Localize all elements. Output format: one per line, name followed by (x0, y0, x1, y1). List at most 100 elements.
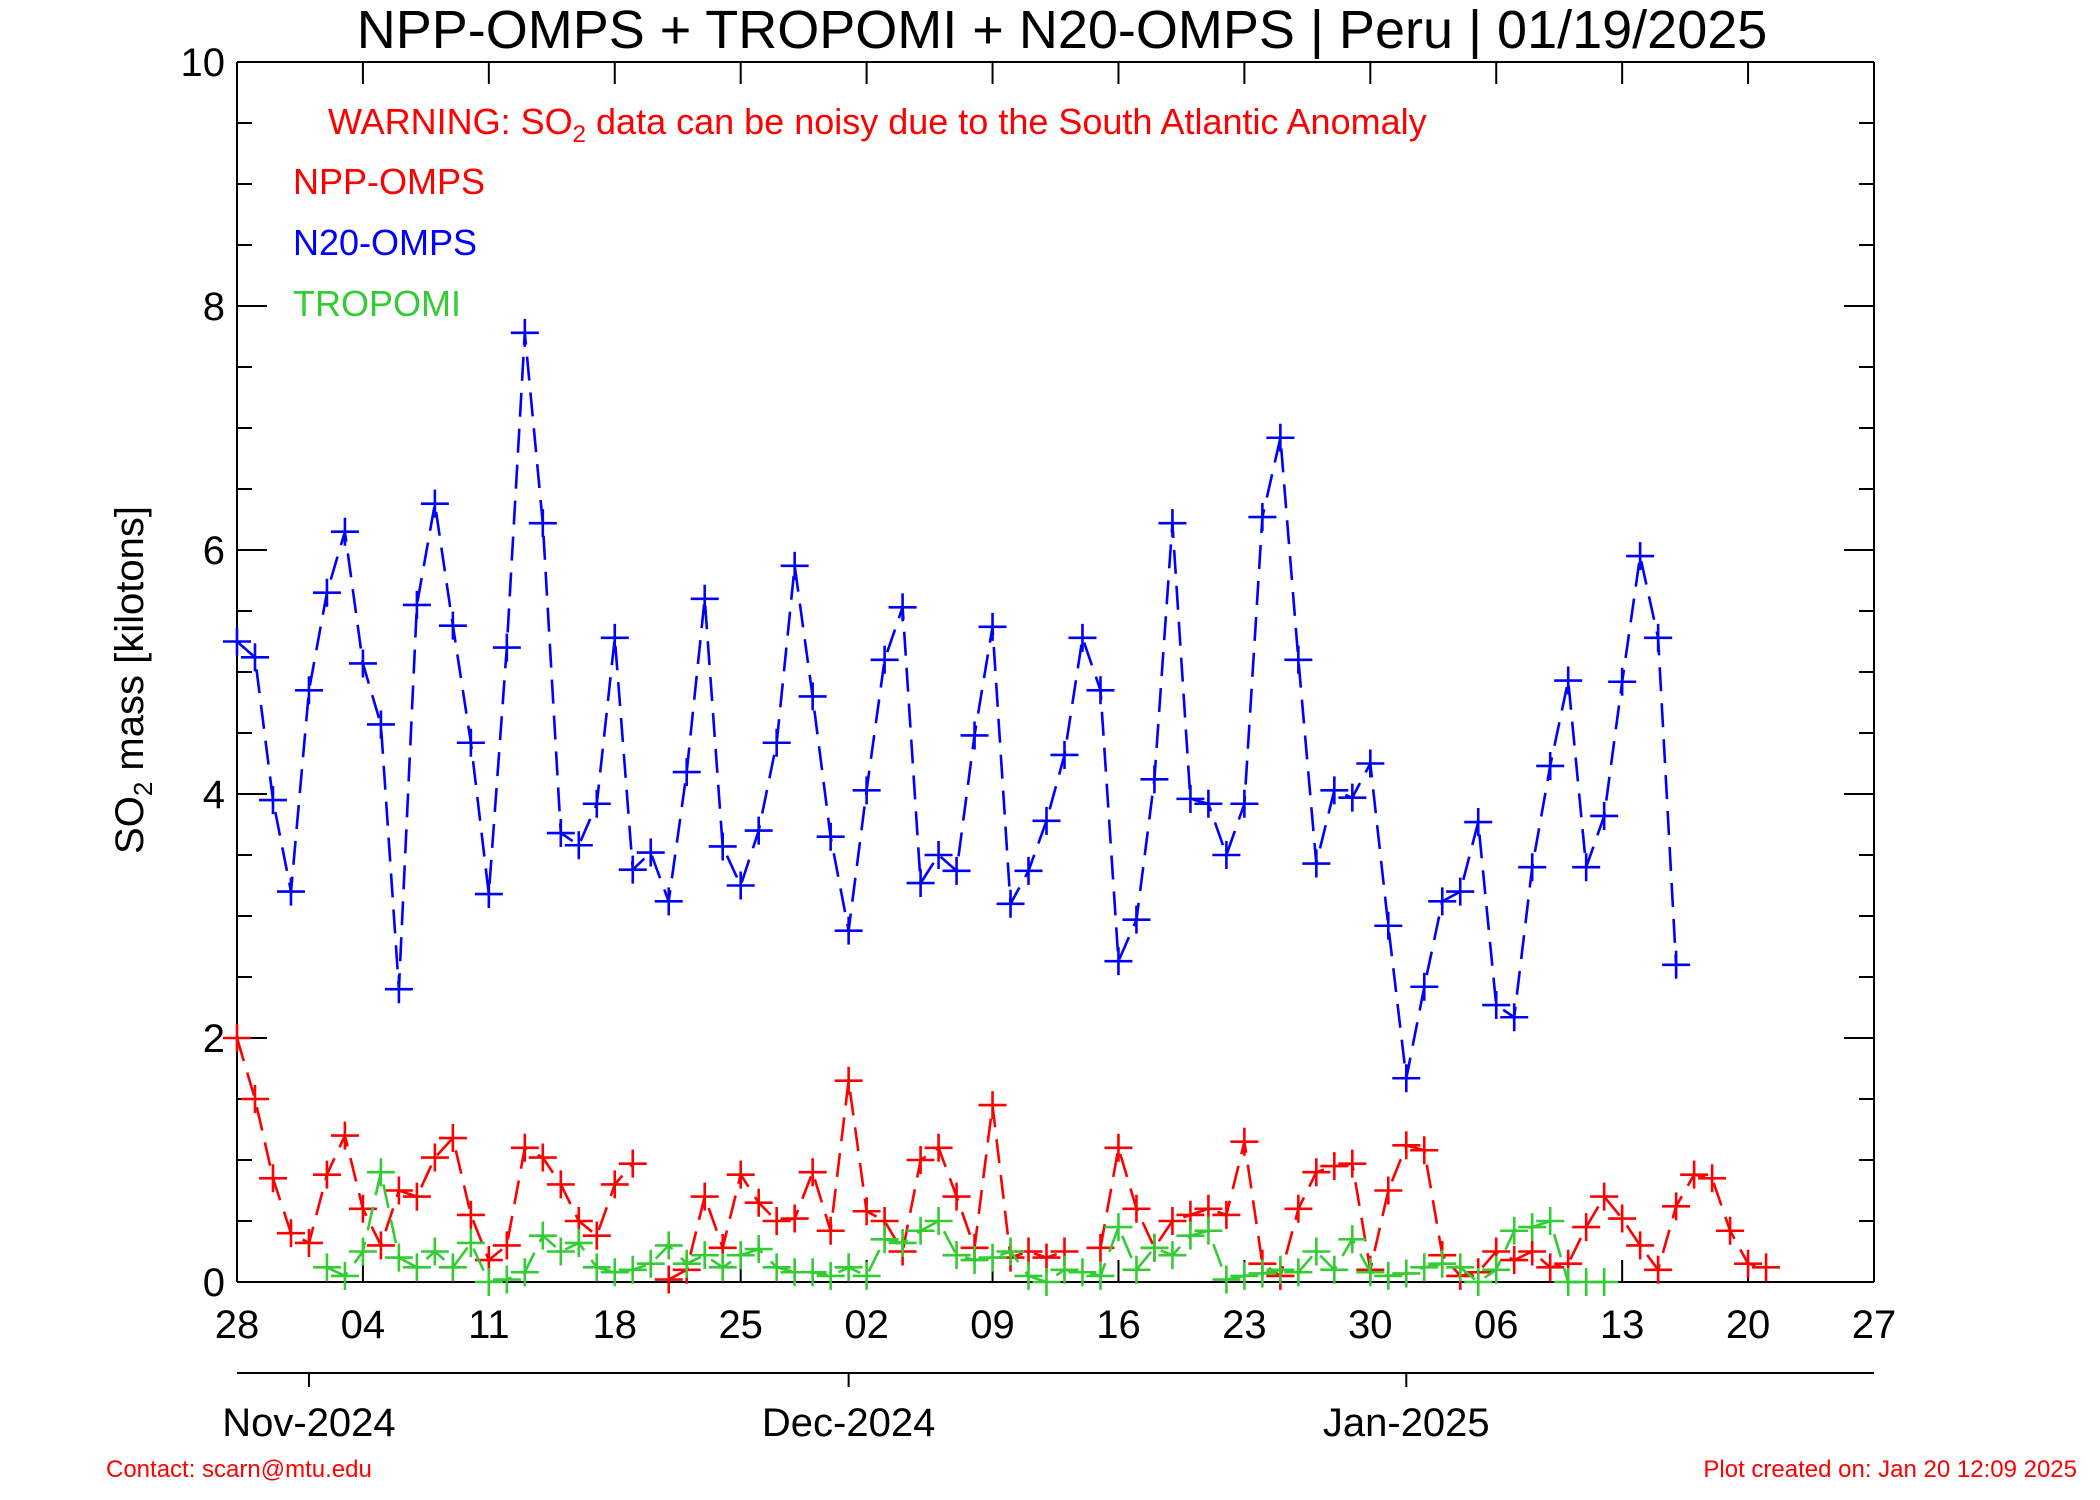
data-point (1392, 1131, 1421, 1160)
data-point (1302, 1237, 1331, 1266)
data-point (510, 1258, 539, 1287)
data-point (1158, 1241, 1187, 1270)
data-point (1374, 911, 1403, 940)
data-point (1356, 1258, 1385, 1287)
data-point (996, 1237, 1025, 1266)
data-point (942, 1241, 971, 1270)
data-point (1716, 1216, 1745, 1245)
data-point (816, 822, 845, 851)
data-point (1518, 1213, 1547, 1242)
data-point (1734, 1249, 1763, 1278)
data-point (528, 1221, 557, 1250)
data-point (870, 1225, 899, 1254)
data-point (1194, 1216, 1223, 1245)
data-point (690, 1182, 719, 1211)
data-point (780, 551, 809, 580)
data-point (852, 1197, 881, 1226)
data-point (1230, 1127, 1259, 1156)
data-point (223, 627, 251, 656)
data-point (618, 1149, 647, 1178)
series-line (1099, 1140, 1767, 1278)
data-point (384, 1243, 413, 1272)
data-point (474, 1268, 503, 1296)
data-point (528, 509, 557, 538)
data-point (546, 1170, 575, 1199)
data-point (1068, 1258, 1097, 1287)
data-point (1410, 972, 1439, 1001)
data-point (492, 1231, 521, 1260)
data-point (834, 1253, 863, 1282)
data-point (1086, 676, 1115, 705)
warning-text: WARNING: SO2 data can be noisy due to th… (328, 101, 1427, 148)
data-point (366, 1231, 395, 1260)
data-point (834, 1066, 863, 1095)
data-point (726, 1160, 755, 1189)
data-point (1518, 853, 1547, 882)
data-point (816, 1261, 845, 1290)
x-tick-label: 30 (1348, 1303, 1393, 1347)
data-point (420, 489, 449, 518)
data-point (690, 1241, 719, 1270)
data-point (1338, 1225, 1367, 1254)
data-point (1212, 1200, 1241, 1229)
data-point (294, 676, 323, 705)
y-tick-label: 4 (203, 773, 225, 817)
data-point (708, 832, 737, 861)
x-tick-label: 11 (468, 1303, 510, 1347)
data-point (654, 1265, 683, 1294)
data-point (1374, 1176, 1403, 1205)
data-point (906, 1146, 935, 1174)
data-point (1086, 1261, 1115, 1290)
data-point (1032, 1268, 1061, 1296)
x-tick-label: 28 (215, 1303, 260, 1347)
data-point (1626, 1231, 1655, 1260)
data-point (1284, 1258, 1313, 1287)
data-point (402, 1253, 431, 1282)
data-point (1212, 1265, 1241, 1294)
series-line (668, 1079, 1065, 1281)
data-point (1590, 801, 1619, 830)
data-point (780, 1204, 809, 1233)
data-point (1482, 991, 1511, 1020)
data-point (1176, 1221, 1205, 1250)
data-point (690, 584, 719, 613)
data-point (420, 1143, 449, 1172)
legend-tropomi: TROPOMI (293, 283, 461, 324)
data-point (1014, 856, 1043, 885)
data-point (672, 758, 701, 787)
month-label: Dec-2024 (762, 1401, 935, 1445)
data-point (384, 1176, 413, 1205)
y-axis-label: SO2 mass [kilotons] (108, 506, 158, 854)
data-point (762, 1253, 791, 1282)
data-point (1428, 887, 1457, 916)
series-npp-omps (223, 1024, 1781, 1294)
data-point (654, 887, 683, 916)
data-point (888, 1228, 917, 1257)
data-point (438, 1253, 467, 1282)
data-point (582, 1253, 611, 1282)
data-point (798, 1158, 827, 1187)
data-point (510, 1133, 539, 1162)
series-line (235, 1037, 634, 1262)
data-point (1032, 806, 1061, 835)
data-point (708, 1253, 737, 1282)
data-point (1230, 1261, 1259, 1290)
series-line (236, 331, 1678, 1080)
data-point (1698, 1164, 1727, 1193)
data-point (978, 1091, 1007, 1120)
x-tick-label: 23 (1222, 1303, 1267, 1347)
data-point (654, 1231, 683, 1260)
data-point (564, 1228, 593, 1257)
data-point (1104, 947, 1133, 976)
data-point (1320, 776, 1349, 805)
data-point (762, 728, 791, 757)
data-point (924, 1207, 953, 1235)
y-axis-label-main: SO (108, 796, 152, 854)
data-point (330, 1121, 359, 1150)
data-point (744, 1235, 773, 1264)
data-point (1608, 667, 1637, 696)
data-point (1320, 1255, 1349, 1284)
data-point (1158, 509, 1187, 538)
data-point (1680, 1160, 1709, 1189)
data-point (1338, 783, 1367, 812)
